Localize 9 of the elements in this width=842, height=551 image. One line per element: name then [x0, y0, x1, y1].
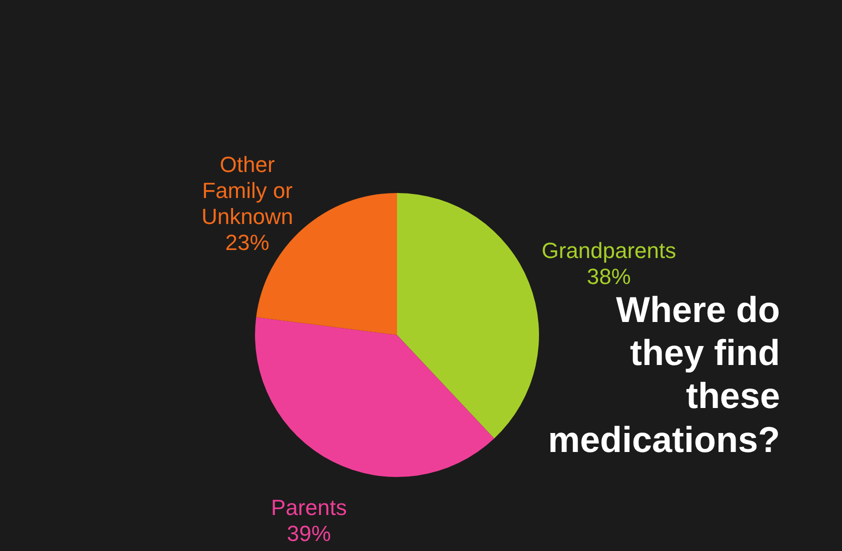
pie-slice: [255, 317, 494, 477]
text: Where do they find these medications?: [546, 288, 780, 461]
data-label: 39%: [286, 520, 331, 546]
slice-label: Grandparents: [542, 238, 676, 264]
pie-slice: [397, 193, 539, 439]
data-label: 23%: [225, 230, 270, 256]
slice-label: Parents: [270, 494, 347, 520]
slice-label: Other Family or Unknown: [201, 152, 294, 230]
data-label: 38%: [586, 264, 631, 290]
